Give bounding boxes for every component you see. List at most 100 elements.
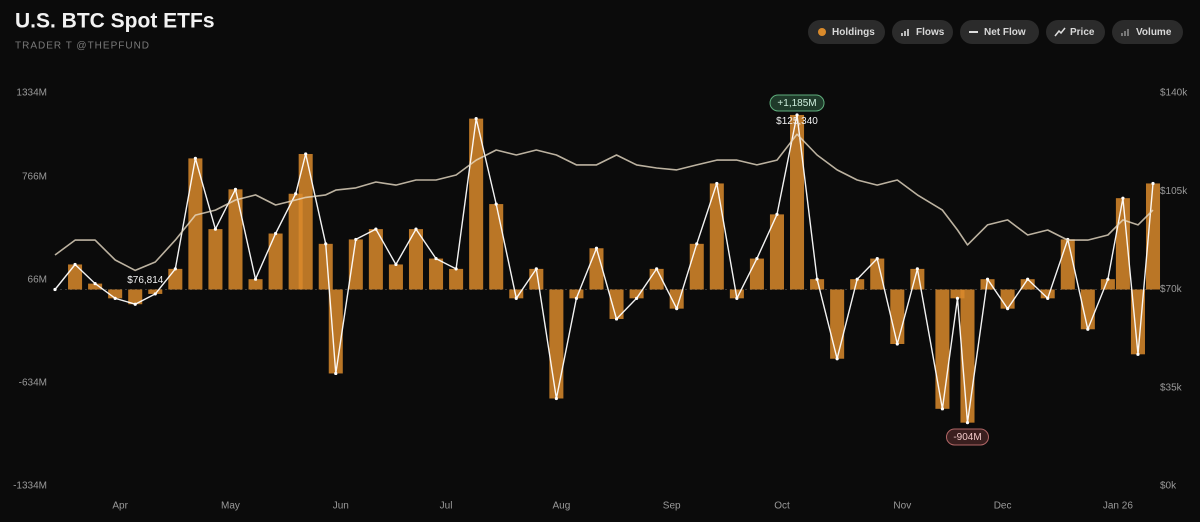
button-icon: [1124, 31, 1126, 36]
toolbar-button[interactable]: Net Flow: [960, 20, 1039, 44]
flow-bar: [669, 289, 684, 309]
button-label[interactable]: Holdings: [832, 27, 875, 38]
net-flow-dot: [855, 277, 859, 281]
net-flow-dot: [274, 231, 278, 236]
button-label[interactable]: Volume: [1136, 27, 1172, 38]
net-flow-dot: [233, 187, 238, 191]
flow-bar: [960, 289, 975, 423]
net-flow-dot: [835, 357, 839, 361]
net-flow-dot: [1006, 307, 1010, 311]
flow-bar: [830, 289, 845, 359]
net-flow-dot: [53, 287, 57, 292]
net-flow-dot: [334, 371, 338, 376]
toolbar-button[interactable]: Price: [1046, 20, 1105, 44]
flow-bar: [88, 283, 103, 290]
net-flow-dot: [113, 296, 117, 300]
y-tick-label: -1334M: [13, 481, 47, 492]
net-flow-dot: [454, 267, 458, 271]
toolbar-button[interactable]: Volume: [1112, 20, 1183, 44]
x-tick-label: Aug: [552, 501, 570, 512]
button-bg[interactable]: [1112, 20, 1183, 44]
flow-bar: [408, 229, 424, 290]
net-flow-dot: [1106, 277, 1110, 281]
flow-bar: [128, 289, 143, 305]
net-flow-dot: [474, 117, 478, 121]
button-label[interactable]: Price: [1070, 27, 1095, 38]
net-flow-dot: [1151, 181, 1155, 186]
x-tick-label: Jun: [333, 501, 349, 512]
flow-bar: [228, 189, 243, 290]
peak-label: +1,185M: [777, 98, 816, 109]
button-bg[interactable]: [1046, 20, 1105, 44]
net-flow-dot: [815, 277, 819, 281]
net-flow-dot: [374, 227, 378, 231]
flow-bar: [890, 289, 905, 345]
flow-bar: [188, 158, 203, 290]
net-flow-dot: [304, 152, 308, 156]
x-tick-label: Jul: [440, 501, 453, 512]
net-flow-dot: [133, 302, 137, 306]
flow-bar: [248, 279, 263, 290]
flow-bar: [108, 289, 123, 299]
net-flow-dot: [554, 396, 558, 401]
y2-tick-label: $0k: [1160, 481, 1177, 492]
x-tick-label: Dec: [994, 501, 1012, 512]
flow-bar: [1145, 183, 1161, 290]
price-high-label: $125,340: [776, 116, 818, 127]
flow-bar: [870, 258, 885, 290]
flow-bar: [569, 289, 584, 299]
toolbar-button[interactable]: Holdings: [808, 20, 885, 44]
button-bg[interactable]: [892, 20, 953, 44]
trough-label: -904M: [953, 432, 981, 443]
y2-tick-label: $140k: [1160, 88, 1188, 99]
net-flow-dot: [795, 113, 799, 117]
net-flow-dot: [735, 296, 739, 300]
flow-bar: [1130, 289, 1145, 355]
net-flow-dot: [715, 181, 719, 186]
flow-bar: [810, 279, 825, 290]
net-flow-dot: [755, 256, 759, 261]
net-flow-dot: [1121, 196, 1125, 200]
net-flow-dot: [1136, 352, 1140, 356]
button-bg[interactable]: [808, 20, 885, 44]
flow-bar: [168, 268, 183, 290]
chart-title: U.S. BTC Spot ETFs: [15, 10, 215, 33]
flow-bar: [1000, 289, 1015, 309]
flow-bar: [709, 183, 724, 290]
flow-bar: [609, 289, 624, 319]
net-flow-dot: [675, 307, 679, 311]
flow-bar: [589, 248, 604, 290]
flow-bar: [769, 214, 784, 290]
y2-tick-label: $70k: [1160, 284, 1183, 295]
flow-bar: [298, 153, 313, 290]
y2-tick-label: $105k: [1160, 186, 1188, 197]
net-flow-dot: [1086, 327, 1090, 331]
toolbar-button[interactable]: Flows: [892, 20, 953, 44]
x-tick-label: Jan 26: [1103, 501, 1133, 512]
price-low-label: $76,814: [127, 275, 164, 286]
net-flow-dot: [354, 237, 358, 242]
flow-bar: [509, 289, 524, 299]
y-tick-label: 66M: [28, 274, 47, 285]
net-flow-dot: [173, 267, 177, 271]
net-flow-dot: [93, 282, 97, 286]
button-label[interactable]: Net Flow: [984, 27, 1026, 38]
button-icon: [907, 29, 909, 36]
button-icon: [901, 33, 903, 36]
button-bg[interactable]: [960, 20, 1039, 44]
button-icon: [1054, 27, 1066, 37]
net-flow-dot: [775, 212, 779, 216]
net-flow-dot: [915, 267, 919, 271]
net-flow-dot: [1026, 277, 1030, 281]
net-flow-dot: [695, 242, 699, 246]
net-flow-dot: [614, 317, 619, 321]
button-label[interactable]: Flows: [916, 27, 945, 38]
flow-bar: [348, 239, 363, 290]
flow-bar: [850, 279, 865, 290]
flow-bar: [950, 289, 965, 299]
flow-bar: [148, 289, 163, 294]
flow-bar: [268, 233, 283, 290]
flow-bar: [549, 289, 564, 399]
flow-bar: [429, 258, 444, 290]
